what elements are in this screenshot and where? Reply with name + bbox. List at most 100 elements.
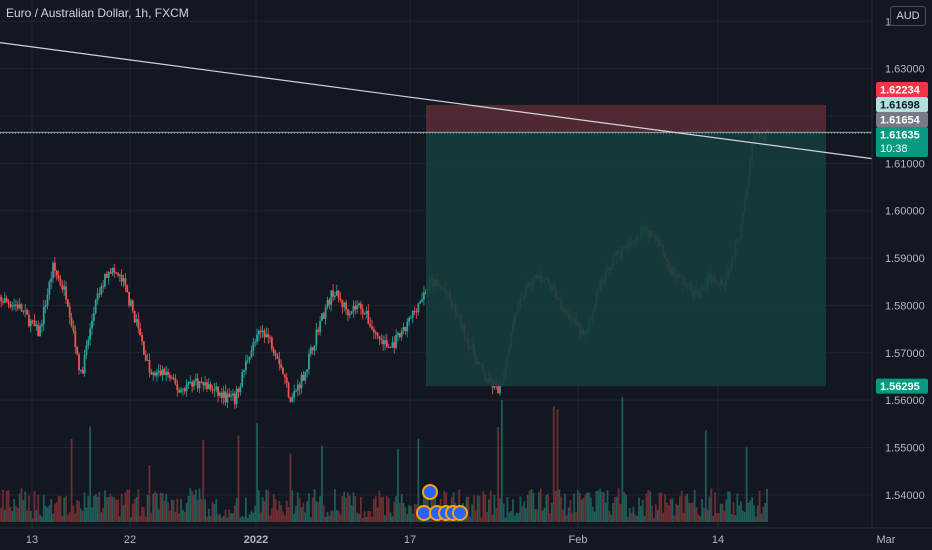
candle [3,292,6,304]
volume-bar [322,504,325,522]
candle [402,322,405,335]
candle [44,300,47,314]
candle [37,320,40,337]
volume-bar [154,491,156,522]
volume-bar [510,510,512,522]
volume-bar [78,501,80,522]
volume-bar [72,505,75,522]
candle [311,347,314,355]
event-markers[interactable] [416,484,468,521]
volume-bar [347,492,349,522]
candle [424,288,427,295]
candle [384,335,386,351]
volume-bar [499,498,501,522]
volume-bar [295,505,297,522]
candle [126,284,129,293]
volume-bar [5,490,8,522]
volume-bar [183,512,186,522]
volume-bar [189,488,192,522]
volume-bar [632,506,635,522]
volume-bar [378,490,381,522]
volume-bar [406,514,409,522]
volume-bar [224,509,227,522]
volume-bar [408,505,410,522]
volume-bar [586,492,589,522]
currency-badge[interactable]: AUD [890,6,926,26]
volume-bar [706,509,709,522]
volume-bar [167,501,169,522]
volume-bar [276,509,279,522]
candle [72,320,75,334]
candle [296,379,299,397]
volume-bar [107,497,110,522]
candle [304,371,307,385]
volume-bar [137,489,140,522]
volume-bar [569,500,572,522]
volume-bar [24,491,27,522]
volume-bar [345,498,347,522]
volume-bar [588,492,590,522]
candle [391,336,394,349]
volume-bar [369,511,372,522]
candle [408,316,410,326]
volume-bar [615,496,618,522]
candle [308,349,310,375]
candle [254,338,257,347]
volume-bar [654,504,657,522]
candle [339,292,342,303]
candle [89,323,92,346]
volume-bar [534,509,537,522]
price-label[interactable]: 1.62234 [876,82,928,97]
volume-bar [573,493,576,522]
volume-bar [155,493,158,522]
volume-bar [487,499,490,522]
candle [33,314,36,327]
volume-bar [261,497,264,522]
trendline[interactable] [0,42,873,160]
candle [7,299,10,309]
volume-bar [250,510,253,522]
candle [104,273,106,289]
volume-bar [693,489,696,522]
volume-bar [11,511,14,522]
candle [100,283,103,297]
volume-bar [165,493,168,522]
candle [261,325,264,338]
economic-event-icon[interactable] [452,505,468,521]
candle [131,299,134,314]
candle [24,303,27,318]
price-label[interactable]: 1.61654 [876,112,928,127]
volume-bar [204,499,207,522]
price-label[interactable]: 1.61698 [876,97,928,112]
volume-bar [539,488,542,522]
volume-bar [667,504,670,522]
economic-event-icon[interactable] [422,484,438,500]
candle [152,370,155,381]
volume-bar [270,508,273,522]
volume-bar [578,492,581,522]
candle [287,381,290,399]
price-tick-label: 1.55000 [885,442,925,454]
candle [193,379,195,391]
volume-bar [630,513,633,522]
candle [406,317,409,338]
price-label[interactable]: 1.56295 [876,378,928,394]
volume-bar [328,515,331,522]
volume-bar [44,506,47,522]
candle [102,279,105,293]
volume-bar [174,511,177,522]
volume-bar [326,511,329,522]
candle [302,370,305,381]
svg-text:1.61635: 1.61635 [880,130,920,142]
economic-event-icon[interactable] [416,505,432,521]
volume-bar [172,499,175,522]
time-tick-label: 17 [404,534,416,546]
time-axis[interactable] [0,528,932,550]
stop-loss-zone[interactable] [426,104,826,133]
candle [209,381,212,392]
candle [46,288,49,310]
take-profit-zone[interactable] [426,132,826,387]
